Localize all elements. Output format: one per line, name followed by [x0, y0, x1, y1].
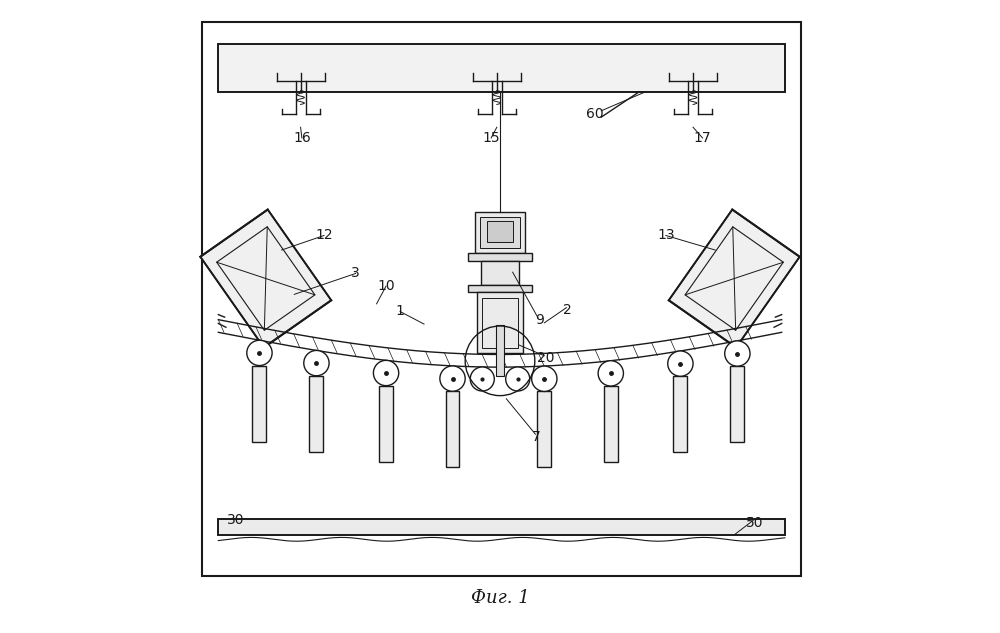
Bar [309, 376, 323, 452]
Text: 15: 15 [482, 131, 500, 145]
Circle shape [470, 367, 494, 391]
Circle shape [668, 351, 693, 376]
Text: 7: 7 [532, 430, 541, 444]
Circle shape [440, 366, 465, 391]
Bar [202, 22, 801, 576]
Bar [482, 298, 518, 348]
Text: 17: 17 [694, 131, 711, 145]
Bar [446, 391, 459, 467]
Bar [537, 391, 551, 467]
Text: Фиг. 1: Фиг. 1 [471, 589, 529, 607]
Bar [475, 212, 525, 253]
Bar [730, 366, 744, 442]
Bar [252, 366, 266, 442]
Bar [468, 285, 532, 292]
Circle shape [506, 367, 530, 391]
Text: 12: 12 [315, 229, 333, 242]
Bar [468, 253, 532, 261]
Text: 30: 30 [227, 513, 244, 527]
Bar [487, 222, 513, 242]
Text: 20: 20 [537, 351, 554, 365]
Circle shape [598, 361, 623, 386]
Text: 9: 9 [535, 313, 544, 327]
Circle shape [373, 360, 399, 385]
Circle shape [532, 366, 557, 391]
Bar [379, 385, 393, 461]
Bar [480, 217, 520, 248]
Text: 16: 16 [293, 131, 311, 145]
Text: 2: 2 [563, 303, 572, 317]
Circle shape [304, 351, 329, 376]
Bar [477, 292, 523, 353]
Bar [496, 325, 504, 376]
Text: 1: 1 [396, 304, 404, 318]
Bar [218, 44, 785, 92]
Bar [673, 376, 687, 452]
Bar [481, 261, 519, 285]
Bar [604, 386, 618, 462]
Polygon shape [200, 210, 331, 348]
Text: 10: 10 [377, 279, 395, 293]
Polygon shape [669, 210, 800, 348]
Circle shape [725, 341, 750, 366]
Text: 50: 50 [746, 516, 763, 530]
Text: 60: 60 [586, 107, 604, 121]
Text: 13: 13 [657, 229, 675, 242]
Text: 3: 3 [351, 266, 360, 280]
Circle shape [247, 341, 272, 366]
Bar [218, 519, 785, 535]
